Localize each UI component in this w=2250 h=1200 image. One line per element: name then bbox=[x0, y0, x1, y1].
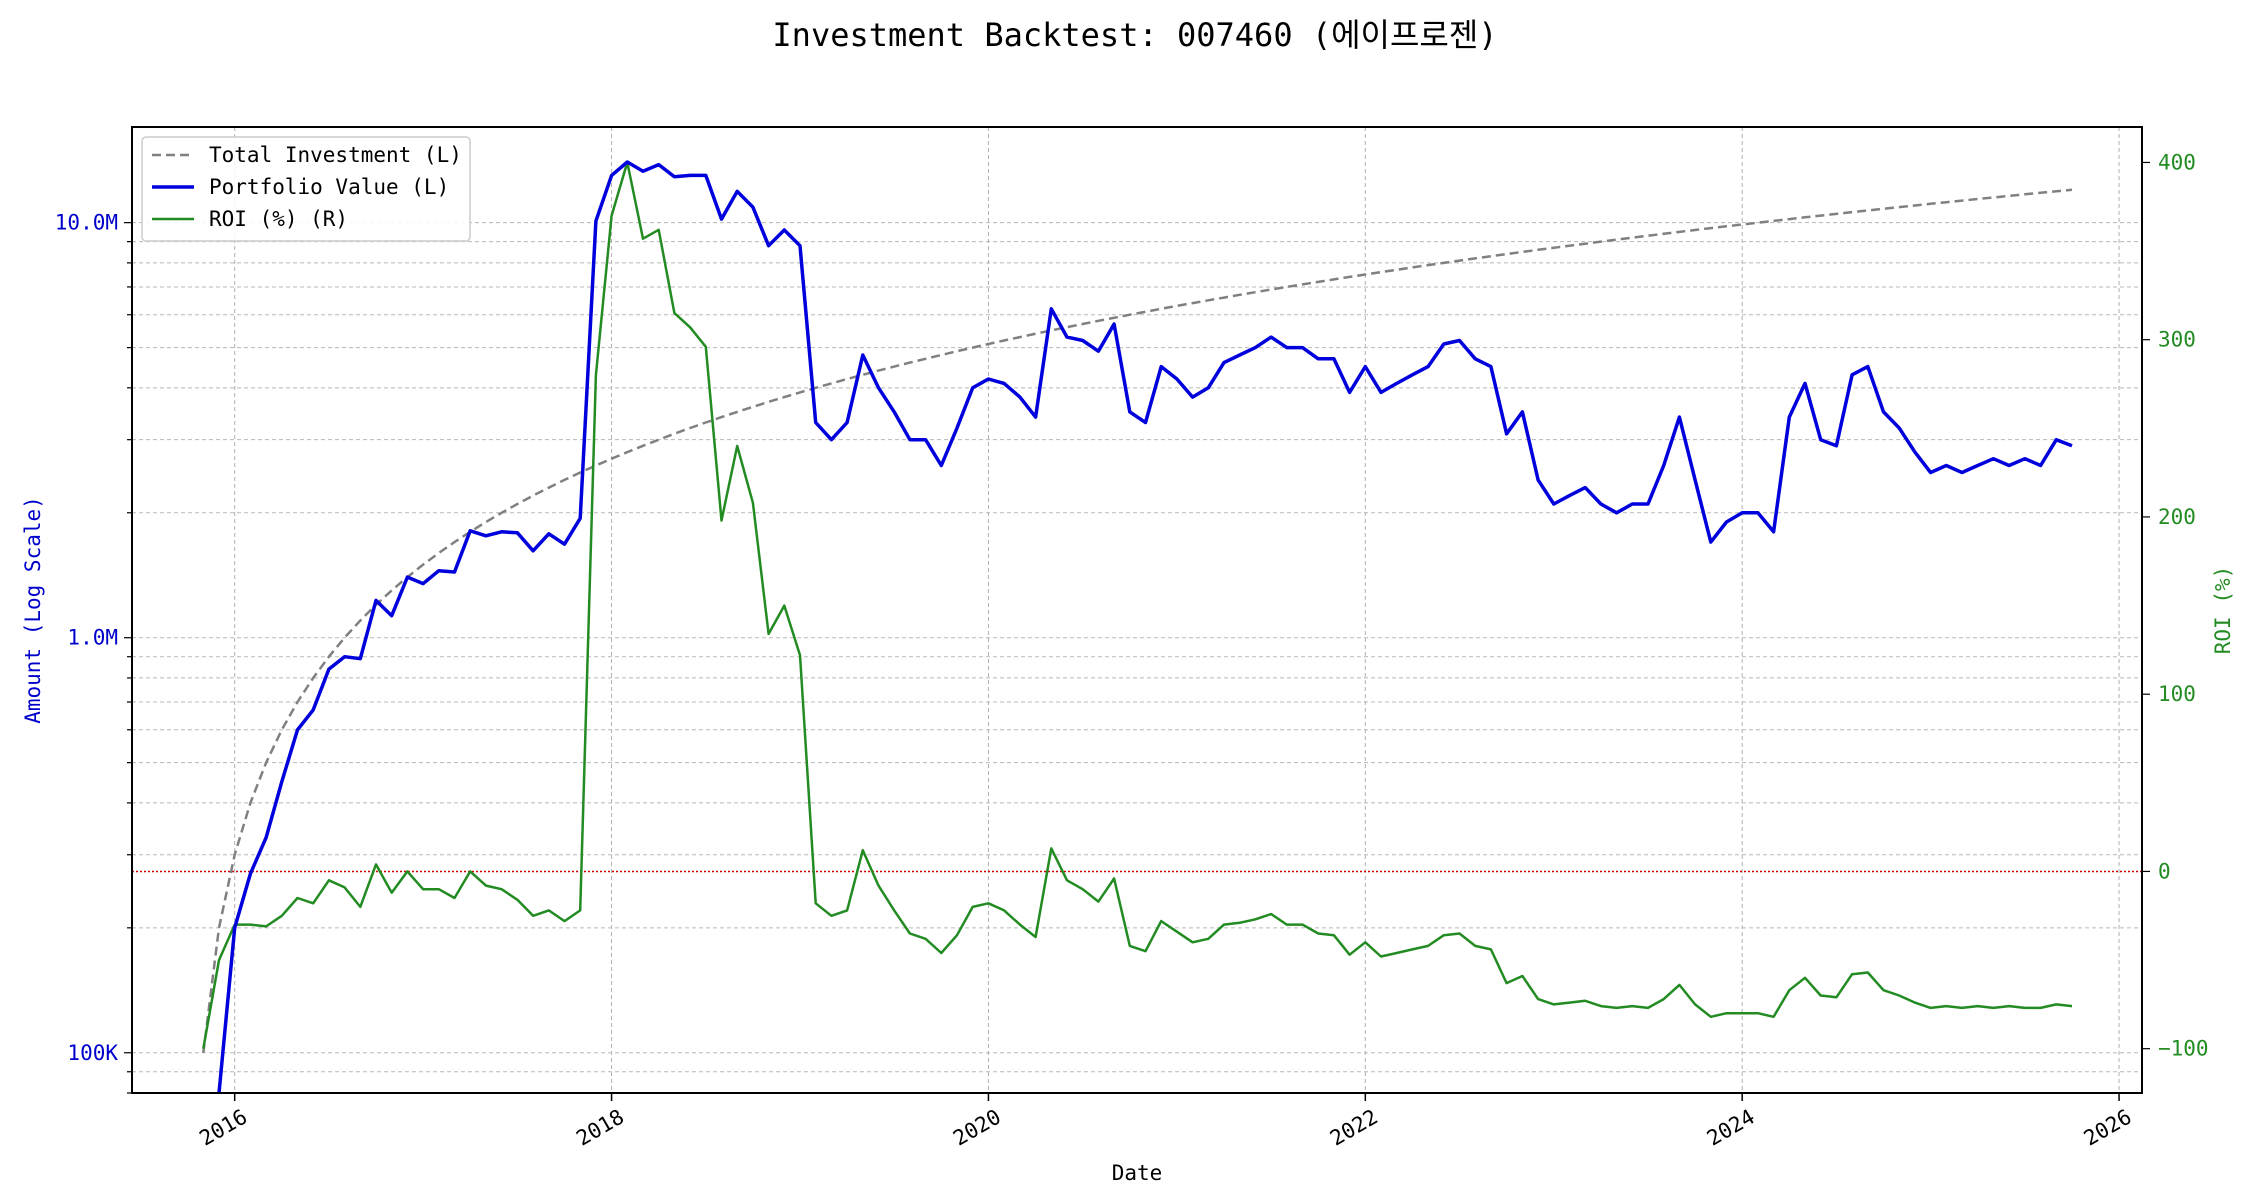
y-left-tick-label: 10.0M bbox=[55, 211, 118, 235]
y-right-tick-label: 200 bbox=[2158, 505, 2196, 529]
legend-label: Portfolio Value (L) bbox=[209, 175, 449, 199]
y-left-tick-label: 1.0M bbox=[67, 626, 118, 650]
x-tick-label: 2022 bbox=[1326, 1105, 1382, 1151]
legend-label: ROI (%) (R) bbox=[209, 207, 348, 231]
plot-area bbox=[132, 160, 2142, 1094]
axis-ticks: 2016 2018 2020 2022 2024 2026 100K 1.0M 10.0M −10… bbox=[55, 150, 2209, 1150]
x-tick-label: 2026 bbox=[2080, 1105, 2136, 1151]
grid bbox=[132, 127, 2142, 1094]
x-tick-label: 2018 bbox=[572, 1105, 628, 1151]
x-tick-label: 2020 bbox=[949, 1105, 1005, 1151]
chart-title: Investment Backtest: 007460 (에이프로젠) bbox=[772, 16, 1497, 54]
legend-box bbox=[141, 136, 471, 242]
series-line-0 bbox=[202, 188, 2073, 1053]
y-axis-right-label: ROI (%) bbox=[2211, 566, 2235, 655]
x-tick-label: 2024 bbox=[1703, 1105, 1759, 1151]
series-line-1 bbox=[217, 160, 2073, 1094]
y-axis-left-label: Amount (Log Scale) bbox=[21, 496, 45, 724]
legend: Total Investment (L) Portfolio Value (L) R… bbox=[141, 136, 471, 242]
x-axis-label: Date bbox=[1112, 1161, 1163, 1185]
y-left-tick-label: 100K bbox=[67, 1041, 118, 1065]
x-tick-label: 2016 bbox=[195, 1105, 251, 1151]
y-right-tick-label: 100 bbox=[2158, 682, 2196, 706]
series-line-2 bbox=[202, 161, 2073, 1049]
y-right-tick-label: 300 bbox=[2158, 328, 2196, 352]
y-right-tick-label: 400 bbox=[2158, 150, 2196, 174]
y-right-tick-label: −100 bbox=[2158, 1037, 2209, 1061]
y-right-tick-label: 0 bbox=[2158, 859, 2171, 883]
plot-frame bbox=[131, 126, 2143, 1094]
legend-label: Total Investment (L) bbox=[209, 143, 462, 167]
